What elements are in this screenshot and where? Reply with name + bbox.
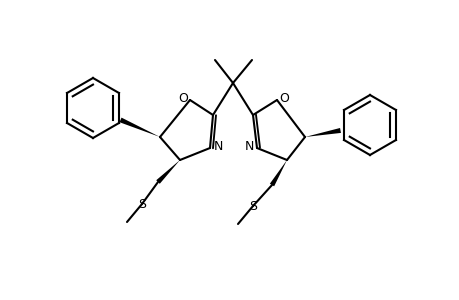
- Polygon shape: [119, 118, 160, 137]
- Text: N: N: [213, 140, 222, 152]
- Text: O: O: [178, 92, 188, 104]
- Text: O: O: [279, 92, 288, 104]
- Text: N: N: [244, 140, 253, 152]
- Polygon shape: [269, 160, 286, 186]
- Text: S: S: [248, 200, 257, 214]
- Polygon shape: [304, 128, 340, 137]
- Polygon shape: [156, 160, 179, 184]
- Text: S: S: [138, 199, 146, 212]
